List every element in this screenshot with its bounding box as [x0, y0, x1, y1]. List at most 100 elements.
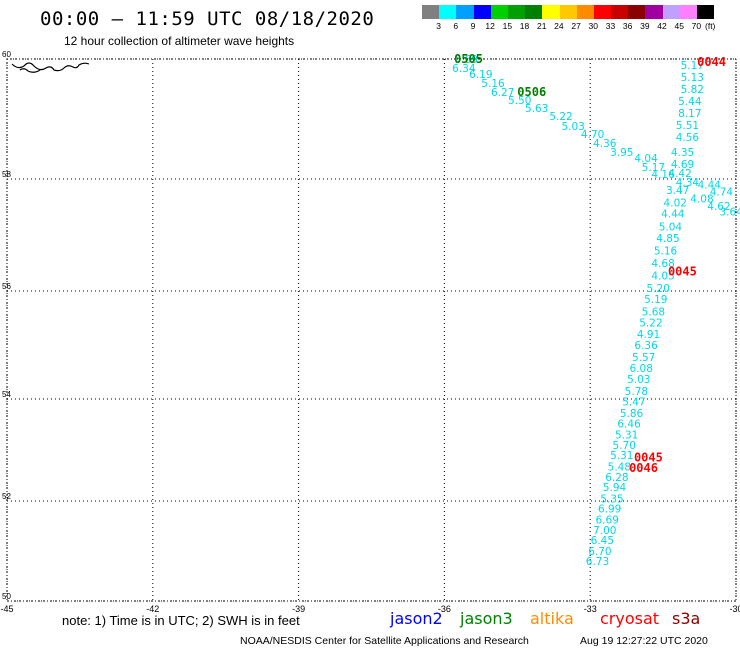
wave-height-value: 6.27: [491, 87, 514, 99]
wave-height-value: 4.70: [581, 129, 604, 141]
colorbar-swatch: [456, 5, 474, 19]
wave-height-value: 4.56: [676, 132, 700, 144]
wave-height-value: 4.34: [676, 177, 700, 189]
note-text: note: 1) Time is in UTC; 2) SWH is in fe…: [62, 613, 300, 628]
wave-height-value: 6.69: [596, 515, 619, 527]
colorbar-label: 15: [502, 21, 513, 31]
colorbar-label: 33: [605, 21, 616, 31]
wave-height-value: 5.70: [613, 440, 636, 452]
colorbar-label: 70: [691, 21, 702, 31]
wave-height-value: 4.42: [668, 168, 691, 180]
map-subtitle: 12 hour collection of altimeter wave hei…: [64, 34, 295, 48]
wave-height-value: 5.04: [659, 222, 683, 234]
wave-height-value: 4.04: [634, 153, 658, 165]
latitude-tick-label: 60: [2, 50, 11, 59]
longitude-tick-label: -45: [0, 604, 13, 614]
colorbar-swatch: [559, 5, 577, 19]
wave-height-value: 5.22: [549, 111, 572, 123]
legend-entry-altika: altika: [530, 609, 574, 628]
wave-height-value: 4.44: [698, 180, 722, 192]
wave-height-value: 5.48: [608, 461, 631, 473]
longitude-tick-label: -42: [146, 604, 159, 614]
wave-height-value: 5.57: [632, 352, 655, 364]
pass-time-label: 0044: [697, 55, 726, 69]
colorbar-swatch: [439, 5, 457, 19]
wave-height-value: 4.44: [661, 209, 685, 221]
wave-height-value: 5.82: [681, 84, 704, 96]
colorbar-swatch: [662, 5, 680, 19]
map-title: 00:00 – 11:59 UTC 08/18/2020: [40, 8, 375, 30]
legend-entry-cryosat: cryosat: [600, 609, 660, 628]
wave-height-value: 3.95: [610, 147, 633, 159]
colorbar-swatch: [628, 5, 646, 19]
colorbar-swatch: [507, 5, 526, 19]
colorbar-swatch: [542, 5, 560, 19]
wave-height-value: 4.02: [664, 198, 687, 210]
wave-height-value: 4.69: [671, 159, 694, 171]
wave-height-value: 6.73: [586, 556, 609, 568]
longitude-tick-label: -30: [729, 604, 740, 614]
wave-height-value: 5.13: [681, 72, 704, 84]
wave-height-value: 5.50: [508, 95, 531, 107]
colorbar-swatch: [473, 5, 491, 19]
credit-timestamp: Aug 19 12:27:22 UTC 2020: [580, 635, 708, 647]
wave-height-value: 6.34: [452, 63, 476, 75]
wave-height-value: 5.51: [676, 120, 699, 132]
colorbar-label: 6: [453, 21, 459, 31]
latitude-tick-label: 58: [2, 170, 11, 179]
wave-height-value: 4.62: [707, 201, 730, 213]
pass-time-label: 0045: [668, 264, 697, 278]
colorbar-label: 18: [519, 21, 530, 31]
wave-height-value: 4.68: [651, 258, 674, 270]
latitude-tick-label: 50: [2, 592, 11, 601]
wave-height-value: 4.91: [637, 329, 660, 341]
wave-height-value: 5.68: [642, 307, 665, 319]
longitude-tick-label: -36: [438, 604, 451, 614]
wave-height-value: 5.78: [625, 386, 648, 398]
wave-height-value: 5.17: [642, 162, 665, 174]
colorbar-label: 24: [554, 21, 564, 31]
pass-time-label: 0045: [634, 451, 663, 465]
wave-height-value: 4.85: [656, 233, 679, 245]
legend-entry-s3a: s3a: [672, 609, 701, 628]
wave-height-value: 5.86: [620, 408, 644, 420]
greenland-coastline: [11, 62, 90, 73]
pass-time-label: 0505: [454, 52, 483, 66]
wave-height-value: 4.35: [671, 147, 694, 159]
colorbar-swatch: [593, 5, 612, 19]
wave-height-value: 6.08: [630, 363, 653, 375]
wave-height-value: 6.45: [591, 535, 614, 547]
wave-height-value: 5.44: [678, 96, 702, 108]
wave-height-value: 3.47: [666, 185, 689, 197]
colorbar-swatch: [697, 5, 715, 19]
wave-height-value: 6.19: [469, 69, 492, 81]
wave-height-value: 4.08: [690, 194, 713, 206]
wave-height-value: 5.22: [639, 317, 662, 329]
colorbar-label: 45: [674, 21, 684, 31]
wave-height-value: 7.00: [593, 525, 616, 537]
wave-height-value: 5.19: [644, 294, 667, 306]
wave-height-value: 6.70: [588, 546, 611, 558]
wave-height-value: 6.36: [634, 340, 658, 352]
latitude-tick-label: 54: [2, 390, 11, 399]
legend-entry-jason3: jason3: [460, 609, 513, 628]
wave-height-value: 3.64: [719, 206, 740, 218]
wave-height-value: 5.17: [681, 60, 704, 72]
colorbar-swatch: [679, 5, 697, 19]
wave-height-value: 6.46: [617, 418, 641, 430]
colorbar-swatches: [422, 5, 715, 19]
colorbar-label: 36: [622, 21, 633, 31]
wave-height-value: 5.31: [615, 430, 638, 442]
colorbar-swatch: [576, 5, 594, 19]
legend-entry-jason2: jason2: [390, 609, 443, 628]
colorbar-label: 27: [571, 21, 581, 31]
wave-height-value: 4.05: [651, 270, 674, 282]
wave-height-value: 5.16: [481, 78, 505, 90]
colorbar-label: 3: [436, 21, 441, 31]
wave-height-value: 5.35: [600, 493, 623, 505]
colorbar-swatch: [645, 5, 663, 19]
colorbar-swatch: [525, 5, 543, 19]
wave-height-value: 8.17: [678, 108, 701, 120]
longitude-tick-label: -33: [584, 604, 597, 614]
colorbar-swatch: [422, 5, 440, 19]
